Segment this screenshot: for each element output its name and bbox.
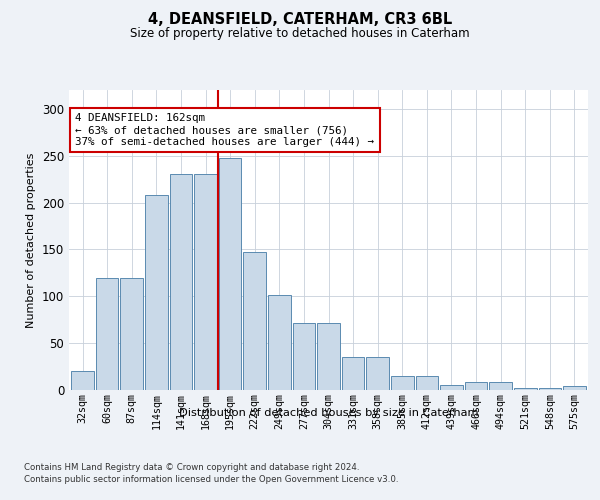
Bar	[465, 382, 487, 390]
Y-axis label: Number of detached properties: Number of detached properties	[26, 152, 37, 328]
Bar	[416, 376, 438, 390]
Bar	[539, 388, 561, 390]
Bar	[244, 252, 266, 390]
Bar	[391, 376, 413, 390]
Bar	[96, 278, 118, 390]
Bar	[563, 386, 586, 390]
Bar	[268, 296, 290, 390]
Bar	[293, 322, 315, 390]
Bar	[317, 322, 340, 390]
Bar	[194, 174, 217, 390]
Bar	[170, 174, 192, 390]
Text: 4, DEANSFIELD, CATERHAM, CR3 6BL: 4, DEANSFIELD, CATERHAM, CR3 6BL	[148, 12, 452, 28]
Bar	[342, 357, 364, 390]
Text: Distribution of detached houses by size in Caterham: Distribution of detached houses by size …	[179, 408, 479, 418]
Bar	[145, 195, 167, 390]
Bar	[71, 371, 94, 390]
Text: Size of property relative to detached houses in Caterham: Size of property relative to detached ho…	[130, 28, 470, 40]
Bar	[490, 382, 512, 390]
Bar	[514, 388, 536, 390]
Bar	[121, 278, 143, 390]
Text: Contains HM Land Registry data © Crown copyright and database right 2024.: Contains HM Land Registry data © Crown c…	[24, 462, 359, 471]
Text: 4 DEANSFIELD: 162sqm
← 63% of detached houses are smaller (756)
37% of semi-deta: 4 DEANSFIELD: 162sqm ← 63% of detached h…	[75, 114, 374, 146]
Text: Contains public sector information licensed under the Open Government Licence v3: Contains public sector information licen…	[24, 475, 398, 484]
Bar	[367, 357, 389, 390]
Bar	[440, 386, 463, 390]
Bar	[219, 158, 241, 390]
